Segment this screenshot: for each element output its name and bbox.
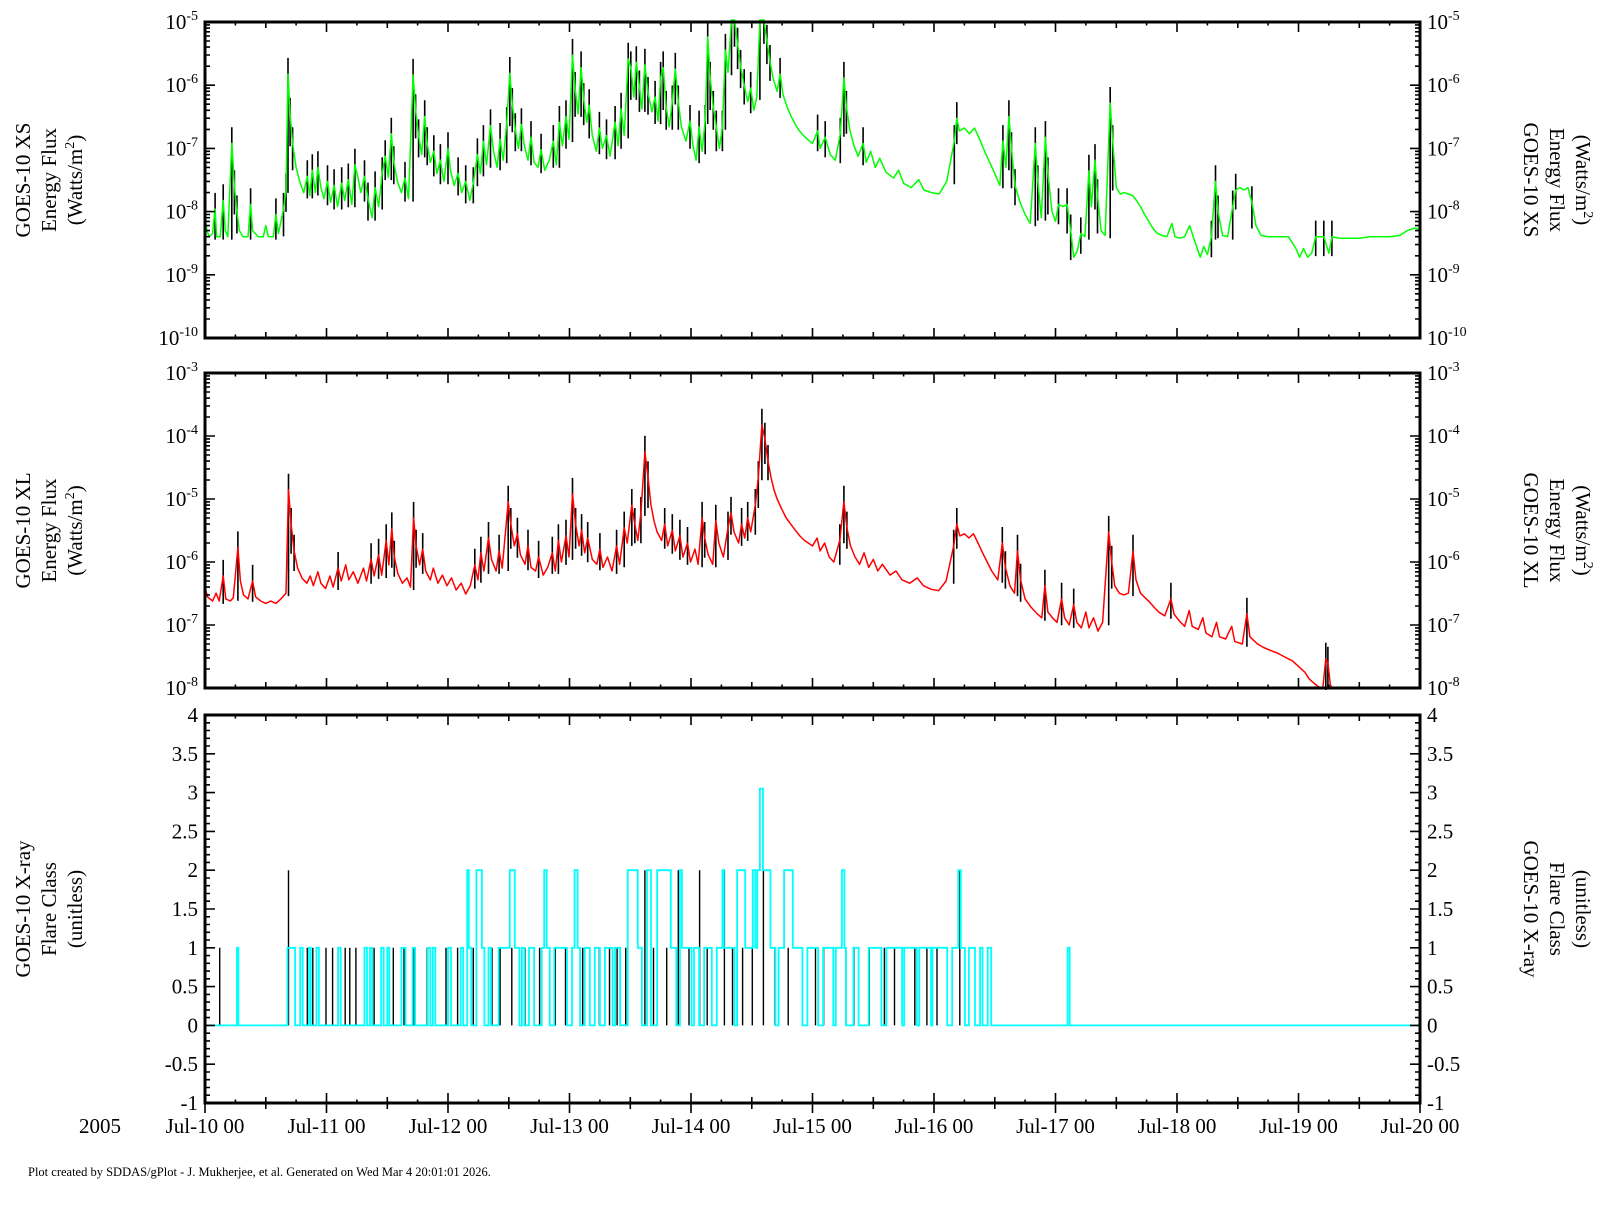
- flare-ytick-label-right: 4: [1427, 703, 1438, 727]
- xs-axis-title-right-line2: Energy Flux: [1545, 128, 1569, 233]
- flare-axis-title-left-line2: Flare Class: [37, 862, 61, 956]
- xs-axis-title-right-line1: GOES-10 XS: [1519, 123, 1543, 238]
- flare-ytick-label-right: 0: [1427, 1013, 1438, 1037]
- xs-ytick-label-left: 10-10: [158, 325, 198, 350]
- flare-ytick-label-right: 2.5: [1427, 819, 1453, 843]
- xl-ytick-label-left: 10-6: [165, 549, 198, 574]
- flare-x-ticks: [204, 715, 1421, 1113]
- xl-series-line: [204, 424, 1334, 689]
- flare-axis-title-left-line3: (unitless): [63, 870, 87, 948]
- xs-ytick-label-left: 10-9: [165, 262, 198, 287]
- xs-series-line: [204, 19, 1421, 258]
- xs-ytick-label-left: 10-8: [165, 199, 198, 224]
- flare-ytick-label-right: -0.5: [1427, 1052, 1460, 1076]
- flare-ytick-label-left: 1: [188, 936, 199, 960]
- xs-ytick-label-right: 10-6: [1427, 72, 1460, 97]
- flare-ytick-label-right: 2: [1427, 858, 1438, 882]
- xs-ytick-label-left: 10-5: [165, 9, 198, 34]
- flare-ytick-label-left: 0: [188, 1013, 199, 1037]
- xs-axis-title-left-line3: (Watts/m2): [63, 135, 87, 225]
- flare-ytick-label-left: -0.5: [165, 1052, 198, 1076]
- xs-panel-frame: [203, 20, 1422, 340]
- flare-ytick-label-right: 1.5: [1427, 897, 1453, 921]
- xl-axis-title-left-line1: GOES-10 XL: [11, 472, 35, 588]
- xs-ytick-label-left: 10-6: [165, 72, 198, 97]
- series-layer: [204, 19, 1421, 1027]
- xs-ytick-label-right: 10-5: [1427, 9, 1460, 34]
- xl-axis-title-left-line2: Energy Flux: [37, 478, 61, 583]
- xs-ytick-label-right: 10-10: [1427, 325, 1467, 350]
- flare-step-line: [205, 787, 1420, 1027]
- x-tick-label-3: Jul-13 00: [530, 1114, 609, 1138]
- xl-ytick-label-left: 10-8: [165, 675, 198, 700]
- xl-axis-title-right-line2: Energy Flux: [1545, 478, 1569, 583]
- xs-ytick-label-right: 10-7: [1427, 135, 1460, 160]
- year-label: 2005: [79, 1114, 121, 1138]
- flare-ytick-label-left: 2.5: [172, 819, 198, 843]
- xl-axis-title-right-line3: (Watts/m2): [1571, 485, 1595, 575]
- x-tick-label-5: Jul-15 00: [773, 1114, 852, 1138]
- x-tick-label-10: Jul-20 00: [1381, 1114, 1460, 1138]
- flare-ytick-label-right: 0.5: [1427, 975, 1453, 999]
- flare-ytick-label-right: 1: [1427, 936, 1438, 960]
- axis-labels-layer: 10-5 10-5 10-6 10-6 10-7 10-7 10-8 10-8 10-9 10-9…: [11, 9, 1595, 1138]
- x-tick-label-8: Jul-18 00: [1138, 1114, 1217, 1138]
- flare-ytick-label-left: 3.5: [172, 742, 198, 766]
- flare-ytick-label-left: 3: [188, 781, 199, 805]
- xl-ytick-label-right: 10-7: [1427, 612, 1460, 637]
- xs-ytick-label-right: 10-9: [1427, 262, 1460, 287]
- x-tick-label-4: Jul-14 00: [652, 1114, 731, 1138]
- flare-axis-title-right-line1: GOES-10 X-ray: [1519, 840, 1543, 978]
- flare-ytick-label-right: 3: [1427, 781, 1438, 805]
- xs-axis-title-left-line1: GOES-10 XS: [11, 123, 35, 238]
- xl-panel-frame: [203, 371, 1422, 690]
- xs-range-bars: [214, 20, 1333, 261]
- xl-axis-title-right-line1: GOES-10 XL: [1519, 472, 1543, 588]
- xs-axis-title-right-line3: (Watts/m2): [1571, 135, 1595, 225]
- xs-x-ticks: [204, 22, 1421, 338]
- flare-panel-frame: [203, 713, 1422, 1105]
- flare-axis-title-right-line2: Flare Class: [1545, 862, 1569, 956]
- xs-ytick-label-right: 10-8: [1427, 199, 1460, 224]
- panel-frames-layer: [203, 20, 1422, 1105]
- x-tick-label-7: Jul-17 00: [1016, 1114, 1095, 1138]
- xl-ytick-label-left: 10-7: [165, 612, 198, 637]
- flare-ytick-label-right: -1: [1427, 1091, 1445, 1115]
- xl-ytick-label-left: 10-3: [165, 360, 198, 385]
- axis-ticks-layer: [204, 21, 1421, 1113]
- xl-ytick-label-right: 10-5: [1427, 486, 1460, 511]
- flare-ytick-label-right: 3.5: [1427, 742, 1453, 766]
- flare-ytick-label-left: 2: [188, 858, 199, 882]
- xl-ytick-label-right: 10-4: [1427, 423, 1460, 448]
- x-tick-label-0: Jul-10 00: [166, 1114, 245, 1138]
- flare-ytick-label-left: 0.5: [172, 975, 198, 999]
- flare-axis-title-right-line3: (unitless): [1571, 870, 1595, 948]
- x-tick-label-2: Jul-12 00: [409, 1114, 488, 1138]
- flare-y-ticks: [205, 714, 1420, 1104]
- x-tick-label-6: Jul-16 00: [895, 1114, 974, 1138]
- xl-ytick-label-right: 10-8: [1427, 675, 1460, 700]
- xl-ytick-label-right: 10-6: [1427, 549, 1460, 574]
- xl-x-ticks: [204, 373, 1421, 688]
- xl-ytick-label-right: 10-3: [1427, 360, 1460, 385]
- flare-ytick-label-left: 1.5: [172, 897, 198, 921]
- xl-ytick-label-left: 10-5: [165, 486, 198, 511]
- xl-y-ticks: [205, 372, 1420, 689]
- xl-axis-title-left-line3: (Watts/m2): [63, 485, 87, 575]
- xs-y-ticks: [205, 21, 1420, 339]
- x-tick-label-1: Jul-11 00: [288, 1114, 366, 1138]
- flare-ytick-label-left: -1: [181, 1091, 199, 1115]
- flare-ytick-label-left: 4: [188, 703, 199, 727]
- x-tick-label-9: Jul-19 00: [1259, 1114, 1338, 1138]
- xl-ytick-label-left: 10-4: [165, 423, 198, 448]
- flare-axis-title-left-line1: GOES-10 X-ray: [11, 840, 35, 978]
- xl-range-bars: [222, 408, 1329, 690]
- footer-note: Plot created by SDDAS/gPlot - J. Mukherj…: [28, 1165, 491, 1179]
- xs-ytick-label-left: 10-7: [165, 135, 198, 160]
- xs-axis-title-left-line2: Energy Flux: [37, 127, 61, 232]
